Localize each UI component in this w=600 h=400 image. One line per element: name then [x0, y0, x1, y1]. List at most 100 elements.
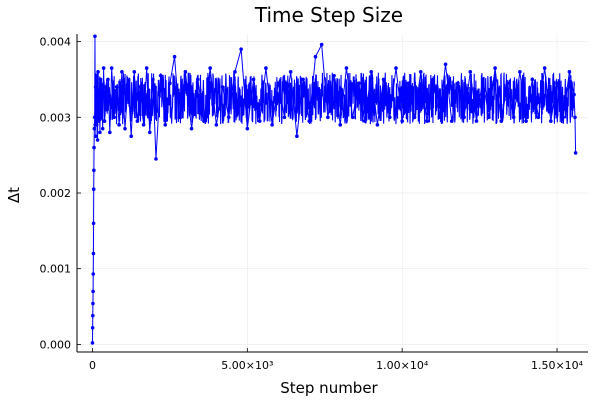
data-point	[93, 34, 97, 39]
data-point	[418, 70, 423, 74]
data-point	[474, 119, 479, 123]
data-point	[195, 77, 200, 82]
series-band	[94, 72, 575, 125]
data-point	[172, 54, 177, 59]
data-point	[183, 70, 188, 74]
data-point	[126, 81, 130, 86]
data-point	[91, 289, 95, 294]
chart-title: Time Step Size	[254, 3, 403, 27]
data-point	[91, 251, 96, 256]
data-point	[573, 151, 578, 155]
data-point	[549, 119, 553, 123]
data-point	[98, 77, 103, 82]
data-point	[202, 119, 206, 123]
data-point	[357, 81, 361, 86]
data-point	[92, 145, 96, 150]
data-point	[437, 115, 442, 120]
data-point	[108, 130, 112, 135]
data-point	[480, 77, 485, 82]
data-point	[91, 272, 96, 276]
data-point	[92, 168, 96, 173]
data-point	[431, 77, 435, 82]
data-point	[369, 70, 374, 74]
data-point	[468, 70, 473, 74]
data-point	[338, 123, 343, 127]
y-tick-label: 0.003	[40, 111, 72, 124]
data-point	[572, 92, 576, 97]
data-point	[132, 70, 137, 74]
data-point	[536, 115, 541, 120]
data-point	[138, 85, 143, 89]
data-point	[542, 66, 547, 70]
data-point	[493, 66, 497, 70]
y-tick-label: 0.004	[40, 36, 72, 49]
data-point	[114, 85, 119, 89]
data-point	[499, 119, 504, 123]
data-point	[214, 123, 219, 127]
data-point	[264, 66, 268, 70]
data-point	[141, 123, 146, 127]
data-point	[189, 126, 194, 131]
data-point	[99, 92, 104, 97]
data-point	[375, 123, 380, 127]
data-point	[98, 130, 102, 135]
data-point	[319, 42, 324, 47]
data-point	[94, 73, 98, 78]
x-axis-title: Step number	[280, 379, 378, 397]
data-point	[295, 134, 299, 139]
data-point	[91, 301, 95, 306]
data-point	[95, 81, 99, 86]
data-point	[120, 70, 124, 74]
data-point	[94, 134, 98, 139]
data-point	[92, 126, 97, 131]
data-point	[282, 115, 287, 120]
data-point	[95, 138, 100, 142]
data-point	[443, 62, 448, 67]
data-point	[208, 66, 212, 70]
data-point	[135, 119, 140, 123]
data-point	[406, 81, 411, 86]
data-point	[394, 66, 398, 70]
data-point	[154, 157, 158, 161]
data-point	[456, 81, 460, 86]
data-point	[103, 85, 108, 89]
data-point	[123, 126, 127, 131]
data-point	[449, 119, 454, 123]
data-point	[462, 115, 466, 120]
data-point	[177, 115, 181, 120]
data-series	[90, 34, 578, 345]
data-point	[94, 123, 99, 127]
data-point	[326, 115, 330, 120]
data-point	[117, 123, 121, 127]
axis-ticks: 0 5.00×10³ 1.00×10⁴ 1.50×10⁴ 0.000 0.001 0.002…	[40, 36, 584, 372]
series-line	[91, 36, 577, 343]
data-point	[561, 115, 566, 120]
data-point	[96, 119, 101, 123]
y-tick-label: 0.000	[40, 338, 72, 351]
x-tick-label: 5.00×10³	[221, 359, 273, 372]
data-point	[144, 66, 149, 70]
data-point	[102, 119, 107, 123]
data-point	[112, 115, 116, 120]
data-point	[400, 119, 404, 123]
y-axis-title: Δt	[5, 187, 23, 203]
data-point	[90, 341, 95, 345]
data-point	[226, 115, 231, 120]
data-point	[239, 47, 243, 51]
data-point	[530, 77, 535, 82]
data-point	[100, 126, 105, 131]
data-point	[387, 115, 392, 120]
data-point	[307, 119, 312, 123]
data-point	[381, 77, 386, 82]
data-point	[233, 70, 237, 74]
data-point	[158, 73, 163, 78]
x-tick-label: 1.50×10⁴	[531, 359, 584, 372]
data-point	[101, 66, 106, 70]
data-point	[524, 119, 528, 123]
data-point	[344, 66, 349, 70]
data-point	[151, 77, 155, 82]
data-point	[567, 70, 572, 74]
data-point	[92, 115, 97, 120]
data-point	[106, 77, 110, 82]
